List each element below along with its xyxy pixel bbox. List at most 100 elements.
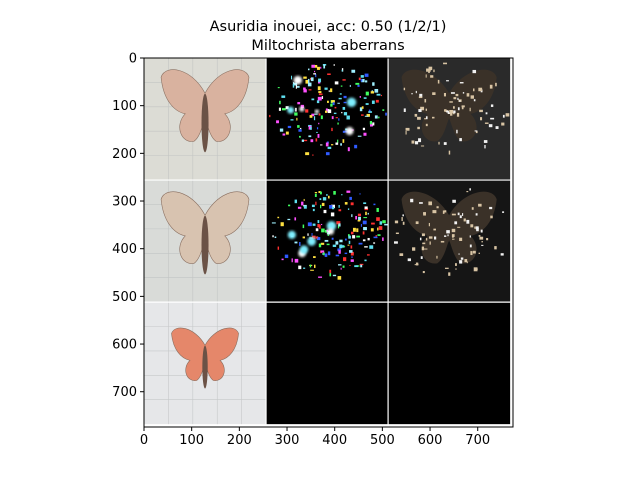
saliency-pixel (338, 205, 340, 208)
saliency-pixel (360, 114, 364, 116)
saliency-pixel (294, 258, 299, 263)
mask-pixel (445, 110, 449, 112)
x-tick-label: 400 (322, 433, 347, 448)
saliency-pixel (364, 73, 369, 77)
saliency-pixel (325, 229, 328, 233)
mask-pixel (405, 131, 407, 135)
saliency-pixel (338, 209, 342, 212)
saliency-pixel (346, 190, 351, 193)
saliency-pixel (315, 201, 317, 206)
mask-pixel (429, 68, 431, 72)
saliency-pixel (350, 202, 354, 206)
saliency-pixel (303, 139, 308, 142)
x-tick-label: 600 (418, 433, 443, 448)
mask-pixel (399, 253, 404, 256)
saliency-pixel (363, 217, 368, 219)
saliency-pixel (299, 241, 301, 246)
mask-pixel (417, 116, 421, 120)
saliency-pixel (338, 250, 341, 254)
mask-pixel (443, 62, 448, 65)
saliency-pixel (371, 222, 375, 225)
mask-pixel (432, 210, 437, 214)
saliency-pixel (346, 115, 350, 120)
saliency-pixel (339, 244, 343, 249)
saliency-pixel (297, 125, 300, 128)
saliency-pixel (329, 205, 333, 209)
saliency-pixel (311, 204, 315, 208)
saliency-pixel (321, 96, 324, 99)
saliency-blob (345, 127, 354, 136)
mask-pixel (393, 241, 398, 244)
saliency-pixel (288, 204, 291, 207)
saliency-pixel (368, 109, 371, 113)
x-tick-label: 300 (275, 433, 300, 448)
mask-pixel (418, 96, 423, 99)
saliency-pixel (327, 100, 329, 103)
mask-pixel (450, 92, 455, 94)
mask-pixel (414, 113, 418, 117)
saliency-pixel (298, 129, 302, 132)
saliency-pixel (337, 276, 342, 280)
saliency-pixel (363, 97, 367, 99)
saliency-pixel (331, 237, 334, 240)
saliency-pixel (357, 135, 362, 137)
saliency-pixel (375, 235, 377, 238)
mask-pixel (444, 267, 449, 269)
saliency-pixel (334, 81, 339, 85)
saliency-pixel (343, 112, 348, 116)
saliency-pixel (359, 193, 361, 195)
saliency-pixel (331, 116, 334, 120)
saliency-pixel (341, 245, 345, 248)
mask-pixel (480, 229, 483, 233)
saliency-pixel (320, 223, 323, 226)
saliency-pixel (318, 276, 323, 278)
saliency-pixel (369, 121, 373, 125)
saliency-pixel (309, 264, 312, 268)
saliency-pixel (343, 95, 347, 99)
y-axis: 0 100 200 300 400 500 600 700 (112, 52, 144, 400)
mask-pixel (453, 110, 456, 114)
mask-pixel (425, 116, 428, 120)
mask-pixel (422, 242, 426, 245)
mask-pixel (454, 221, 458, 225)
saliency-pixel (365, 211, 367, 216)
mask-pixel (438, 141, 440, 145)
saliency-pixel (314, 192, 318, 194)
mask-pixel (415, 90, 417, 94)
saliency-pixel (302, 224, 305, 229)
mask-pixel (457, 212, 460, 216)
mask-pixel (446, 110, 449, 113)
saliency-pixel (305, 79, 309, 84)
mask-pixel (451, 228, 456, 233)
mask-pixel (486, 238, 489, 241)
mask-pixel (449, 109, 454, 114)
saliency-pixel (327, 73, 331, 75)
saliency-pixel (291, 258, 293, 263)
saliency-pixel (373, 203, 376, 206)
grid-tile-2-2 (388, 302, 511, 425)
saliency-pixel (370, 228, 374, 232)
saliency-pixel (378, 226, 383, 230)
grid-tile-1-0 (144, 180, 267, 303)
saliency-pixel (327, 233, 329, 237)
saliency-pixel (364, 115, 369, 117)
saliency-pixel (317, 224, 320, 228)
saliency-blob (287, 106, 295, 114)
saliency-pixel (305, 152, 310, 156)
mask-pixel (447, 111, 451, 114)
mask-pixel (429, 241, 431, 245)
mask-pixel (451, 213, 456, 216)
saliency-pixel (318, 191, 321, 194)
saliency-pixel (315, 138, 318, 142)
saliency-pixel (313, 256, 316, 259)
saliency-pixel (365, 80, 368, 83)
saliency-pixel (320, 250, 325, 253)
mask-pixel (444, 235, 447, 237)
saliency-blob (327, 228, 334, 235)
saliency-pixel (316, 237, 321, 241)
mask-pixel (417, 126, 420, 130)
x-tick-label: 200 (227, 433, 252, 448)
saliency-pixel (350, 231, 354, 235)
saliency-pixel (320, 191, 322, 195)
saliency-pixel (341, 194, 343, 196)
